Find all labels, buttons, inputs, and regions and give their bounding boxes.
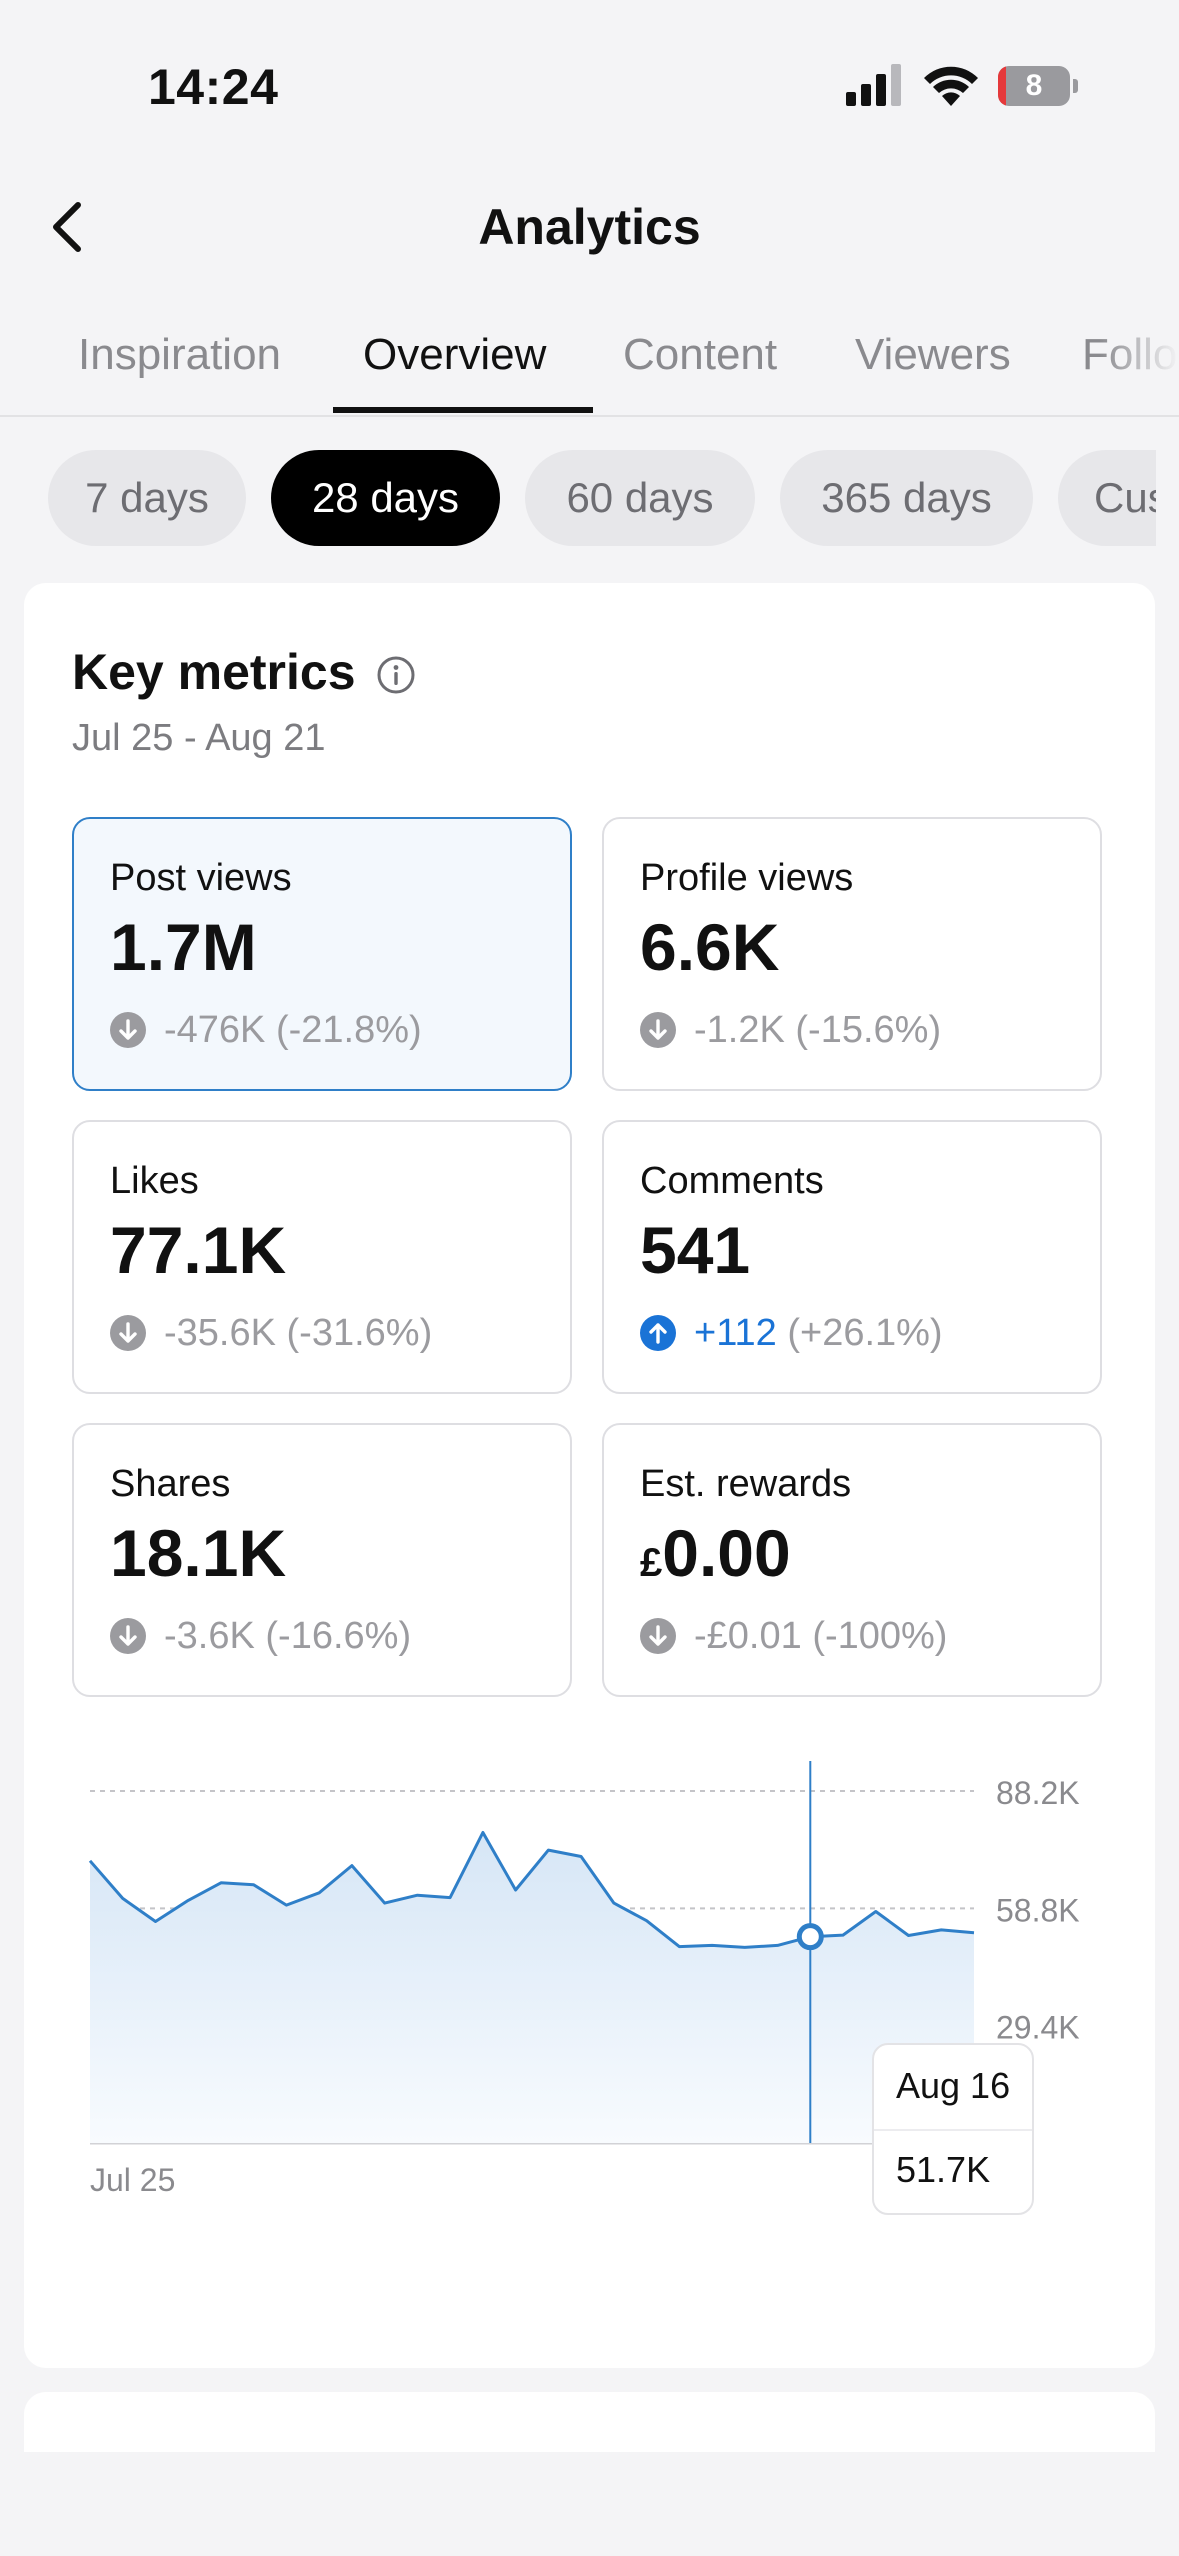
tab-inspiration[interactable]: Inspiration <box>78 330 282 379</box>
key-metrics-card: Key metrics Jul 25 - Aug 21 Post views 1… <box>24 583 1155 2368</box>
data-point[interactable] <box>117 1892 129 1904</box>
data-point[interactable] <box>608 1897 620 1909</box>
data-point[interactable] <box>84 1855 96 1867</box>
range-28-days[interactable]: 28 days <box>271 450 500 546</box>
metric-value: 541 <box>640 1213 751 1287</box>
metric-delta: -476K (-21.8%) <box>110 1009 422 1052</box>
metric-est-rewards[interactable]: Est. rewards £0.00 -£0.01 (-100%) <box>602 1423 1102 1697</box>
metric-label: Likes <box>110 1160 199 1202</box>
metric-profile-views[interactable]: Profile views 6.6K -1.2K (-15.6%) <box>602 817 1102 1091</box>
active-tab-indicator <box>333 407 593 413</box>
range-custom[interactable]: Cus <box>1058 450 1156 546</box>
cellular-signal-icon <box>846 64 902 106</box>
hover-point[interactable] <box>796 1923 824 1951</box>
tab-content[interactable]: Content <box>623 330 778 379</box>
data-point[interactable] <box>706 1939 718 1951</box>
down-arrow-icon <box>110 1315 146 1351</box>
data-point[interactable] <box>673 1941 685 1953</box>
battery-level: 8 <box>1025 69 1043 102</box>
metric-delta: -£0.01 (-100%) <box>640 1615 947 1658</box>
header: Analytics <box>0 175 1179 285</box>
metric-value: £0.00 <box>640 1516 791 1590</box>
tab-bar: Inspiration Overview Content Viewers Fol… <box>0 285 1179 417</box>
data-point[interactable] <box>903 1929 915 1941</box>
range-365-days[interactable]: 365 days <box>780 450 1033 546</box>
chart-tooltip: Aug 16 51.7K <box>872 2043 1034 2215</box>
data-point[interactable] <box>149 1916 161 1928</box>
series-area <box>90 1832 974 2143</box>
data-point[interactable] <box>182 1894 194 1906</box>
page-title: Analytics <box>478 199 701 255</box>
back-arrow-icon[interactable] <box>40 197 100 257</box>
status-bar: 14:24 8 <box>0 0 1179 175</box>
info-icon[interactable] <box>376 655 416 695</box>
data-point[interactable] <box>968 1927 980 1939</box>
metric-label: Profile views <box>640 857 854 899</box>
key-metrics-title: Key metrics <box>72 644 356 700</box>
metric-likes[interactable]: Likes 77.1K -35.6K (-31.6%) <box>72 1120 572 1394</box>
data-point[interactable] <box>379 1897 391 1909</box>
battery-icon: 8 <box>998 66 1078 106</box>
down-arrow-icon <box>110 1012 146 1048</box>
date-range-label: Jul 25 - Aug 21 <box>72 717 326 759</box>
data-point[interactable] <box>739 1941 751 1953</box>
data-point[interactable] <box>641 1915 653 1927</box>
metric-value: 1.7M <box>110 910 257 984</box>
data-point[interactable] <box>444 1892 456 1904</box>
metric-delta: -1.2K (-15.6%) <box>640 1009 941 1052</box>
range-60-days[interactable]: 60 days <box>525 450 755 546</box>
data-point[interactable] <box>411 1889 423 1901</box>
down-arrow-icon <box>640 1012 676 1048</box>
metric-value: 6.6K <box>640 910 780 984</box>
y-tick-label: 58.8K <box>996 1892 1080 1928</box>
metric-label: Post views <box>110 857 292 899</box>
date-range-selector: 7 days 28 days 60 days 365 days Cus <box>0 450 1156 546</box>
data-point[interactable] <box>935 1924 947 1936</box>
tooltip-value: 51.7K <box>896 2149 991 2190</box>
data-point[interactable] <box>837 1929 849 1941</box>
tab-overview[interactable]: Overview <box>363 330 547 379</box>
down-arrow-icon <box>110 1618 146 1654</box>
metric-delta: -35.6K (-31.6%) <box>110 1312 432 1355</box>
metric-value: 77.1K <box>110 1213 287 1287</box>
status-time: 14:24 <box>148 59 279 115</box>
metric-shares[interactable]: Shares 18.1K -3.6K (-16.6%) <box>72 1423 572 1697</box>
data-point[interactable] <box>313 1887 325 1899</box>
y-tick-label: 88.2K <box>996 1775 1080 1811</box>
next-section-card <box>24 2392 1155 2452</box>
down-arrow-icon <box>640 1618 676 1654</box>
metric-comments[interactable]: Comments 541 +112 (+26.1%) <box>602 1120 1102 1394</box>
metric-delta: -3.6K (-16.6%) <box>110 1615 411 1658</box>
data-point[interactable] <box>510 1884 522 1896</box>
data-point[interactable] <box>280 1899 292 1911</box>
metric-label: Shares <box>110 1463 231 1505</box>
data-point[interactable] <box>248 1879 260 1891</box>
data-point[interactable] <box>870 1906 882 1918</box>
metric-value: 18.1K <box>110 1516 287 1590</box>
data-point[interactable] <box>542 1844 554 1856</box>
metric-label: Est. rewards <box>640 1463 852 1505</box>
up-arrow-icon <box>640 1315 676 1351</box>
tooltip-date: Aug 16 <box>896 2065 1011 2106</box>
data-point[interactable] <box>215 1877 227 1889</box>
x-tick-label: Jul 25 <box>90 2162 175 2198</box>
metric-label: Comments <box>640 1160 824 1202</box>
metric-post-views[interactable]: Post views 1.7M -476K (-21.8%) <box>72 817 572 1091</box>
data-point[interactable] <box>346 1860 358 1872</box>
tab-viewers[interactable]: Viewers <box>855 330 1011 379</box>
series-line <box>88 1831 975 1949</box>
range-7-days[interactable]: 7 days <box>48 450 246 546</box>
data-point[interactable] <box>477 1827 489 1839</box>
y-tick-label: 29.4K <box>996 2010 1080 2046</box>
wifi-icon <box>924 66 978 106</box>
metric-delta: +112 (+26.1%) <box>640 1312 943 1355</box>
data-point[interactable] <box>772 1939 784 1951</box>
data-point[interactable] <box>575 1850 587 1862</box>
